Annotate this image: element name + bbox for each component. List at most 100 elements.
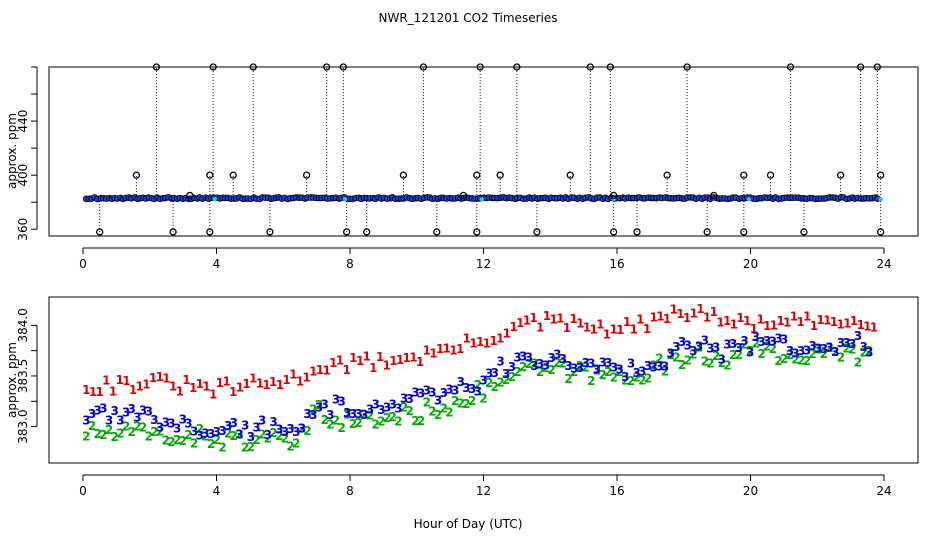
panel2-series-3-point: 3 [650, 361, 658, 375]
panel2-series-1-point: 1 [456, 342, 464, 356]
panel2-series-1-point: 1 [376, 350, 384, 364]
panel2-series-2-point: 2 [173, 433, 181, 447]
panel2-series-3-point: 3 [718, 352, 726, 366]
panel2-series-2-point: 2 [235, 428, 243, 442]
panel1-cyan-point [342, 196, 348, 202]
panel2-series-2-point: 2 [145, 430, 153, 444]
panel2-series-3-point: 3 [213, 425, 221, 439]
panel2-series-2-point: 2 [502, 373, 510, 387]
panel2-series-2-point: 2 [791, 353, 799, 367]
panel2-series-3-point: 3 [542, 359, 550, 373]
panel2-series-1-point: 1 [142, 378, 150, 392]
panel2-series-3-point: 3 [667, 346, 675, 360]
panel2-series-2-point: 2 [468, 394, 476, 408]
panel2-series-2-point: 2 [156, 424, 164, 438]
panel2-series-2-point: 2 [343, 407, 351, 421]
panel2-series-2-point: 2 [678, 358, 686, 372]
panel2-series-2-point: 2 [389, 410, 397, 424]
panel2-series-2-point: 2 [349, 417, 357, 431]
panel2-series-2-point: 2 [428, 405, 436, 419]
panel2-series-2-point: 2 [474, 378, 482, 392]
panel2-series-3-point: 3 [428, 386, 436, 400]
panel2-series-3-point: 3 [303, 407, 311, 421]
panel2-series-2-point: 2 [706, 356, 714, 370]
panel2-series-3-point: 3 [281, 425, 289, 439]
panel2-series-2-point: 2 [218, 441, 226, 455]
panel2-y-tick-label: 383.5 [16, 359, 30, 393]
panel1-spike-point [710, 191, 718, 200]
panel2-series-3-point: 3 [343, 406, 351, 420]
panel2-series-3-point: 3 [803, 344, 811, 358]
panel2-series-3-point: 3 [349, 407, 357, 421]
panel1-spike-point [606, 63, 614, 71]
panel2-x-tick-label: 8 [346, 484, 354, 498]
panel2-series-3-point: 3 [729, 337, 737, 351]
panel2-series-1-point: 1 [296, 374, 304, 388]
panel2-x-tick-label: 24 [876, 484, 891, 498]
panel2-series-2-point: 2 [201, 430, 209, 444]
panel2-series-3-point: 3 [655, 359, 663, 373]
panel2-series-2-point: 2 [462, 397, 470, 411]
panel2-series-3-point: 3 [275, 423, 283, 437]
panel2-series-3-point: 3 [615, 362, 623, 376]
panel2-series-2-point: 2 [230, 429, 238, 443]
panel2-series-1-point: 1 [556, 311, 564, 325]
panel2-series-2-point: 2 [820, 347, 828, 361]
panel2-series-2-point: 2 [133, 419, 141, 433]
panel2-series-1-point: 1 [429, 347, 437, 361]
panel1-spike-point [513, 63, 521, 71]
panel2-series-2-point: 2 [440, 401, 448, 415]
panel2-series-2-point: 2 [723, 359, 731, 373]
panel2-series-3-point: 3 [451, 384, 459, 398]
panel2-series-3-point: 3 [462, 381, 470, 395]
panel2-series-2-point: 2 [701, 355, 709, 369]
panel1-x-tick-label: 20 [743, 257, 758, 271]
panel2-series-1-point: 1 [129, 383, 137, 397]
panel2-series-2-point: 2 [735, 348, 743, 362]
panel2-series-1-point: 1 [496, 332, 504, 346]
panel2-series-1-point: 1 [389, 354, 397, 368]
panel2-series-3-point: 3 [190, 425, 198, 439]
panel1-spike-point [229, 171, 237, 179]
panel2-series-2-point: 2 [650, 359, 658, 373]
panel2-series-3-point: 3 [196, 428, 204, 442]
panel2-series-3-point: 3 [224, 419, 232, 433]
panel2-series-1-point: 1 [116, 373, 124, 387]
panel2-series-1-point: 1 [383, 359, 391, 373]
panel2-series-3-point: 3 [337, 394, 345, 408]
panel2-x-tick-label: 16 [609, 484, 624, 498]
panel1-spike-lines [99, 67, 882, 232]
panel2-series-3-point: 3 [689, 344, 697, 358]
panel2-series-2-point: 2 [530, 357, 538, 371]
panel2-series-2-point: 2 [553, 356, 561, 370]
panel2-series-2-point: 2 [423, 395, 431, 409]
panel2-series-2-point: 2 [309, 402, 317, 416]
panel2-series-3-point: 3 [354, 407, 362, 421]
panel2-series-2-point: 2 [451, 394, 459, 408]
panel2-series-3-point: 3 [440, 386, 448, 400]
panel2-series-1-point: 1 [403, 351, 411, 365]
panel2-series-2-point: 2 [638, 374, 646, 388]
panel1-dip-point [800, 228, 808, 236]
panel2-series-3-point: 3 [269, 415, 277, 429]
panel2-series-3-point: 3 [536, 357, 544, 371]
panel2-series-3-point: 3 [831, 345, 839, 359]
panel2-series-3-point: 3 [389, 397, 397, 411]
panel2-series-1-point: 1 [756, 312, 764, 326]
panel2-series-2-point: 2 [286, 439, 294, 453]
panel2-series-2-point: 2 [808, 347, 816, 361]
panel2-series-1-point: 1 [196, 377, 204, 391]
panel1-dip-point [473, 228, 481, 236]
panel1-spike-point [836, 171, 845, 179]
panel1-y-tick-label: 440 [16, 110, 30, 133]
panel2-series-1-point: 1 [856, 318, 864, 332]
panel2-series-1-point: 1 [416, 355, 424, 369]
panel2-series-2-point: 2 [213, 433, 221, 447]
panel2-series-1-point: 1 [322, 364, 330, 378]
panel2-series-3-point: 3 [547, 351, 555, 365]
panel2-series-1-point: 1 [109, 384, 117, 398]
panel1-spike-point [740, 171, 748, 179]
panel2-series-2-point: 2 [224, 427, 232, 441]
panel2-series-1-point: 1 [536, 320, 544, 334]
panel2-series-1-point: 1 [289, 367, 297, 381]
